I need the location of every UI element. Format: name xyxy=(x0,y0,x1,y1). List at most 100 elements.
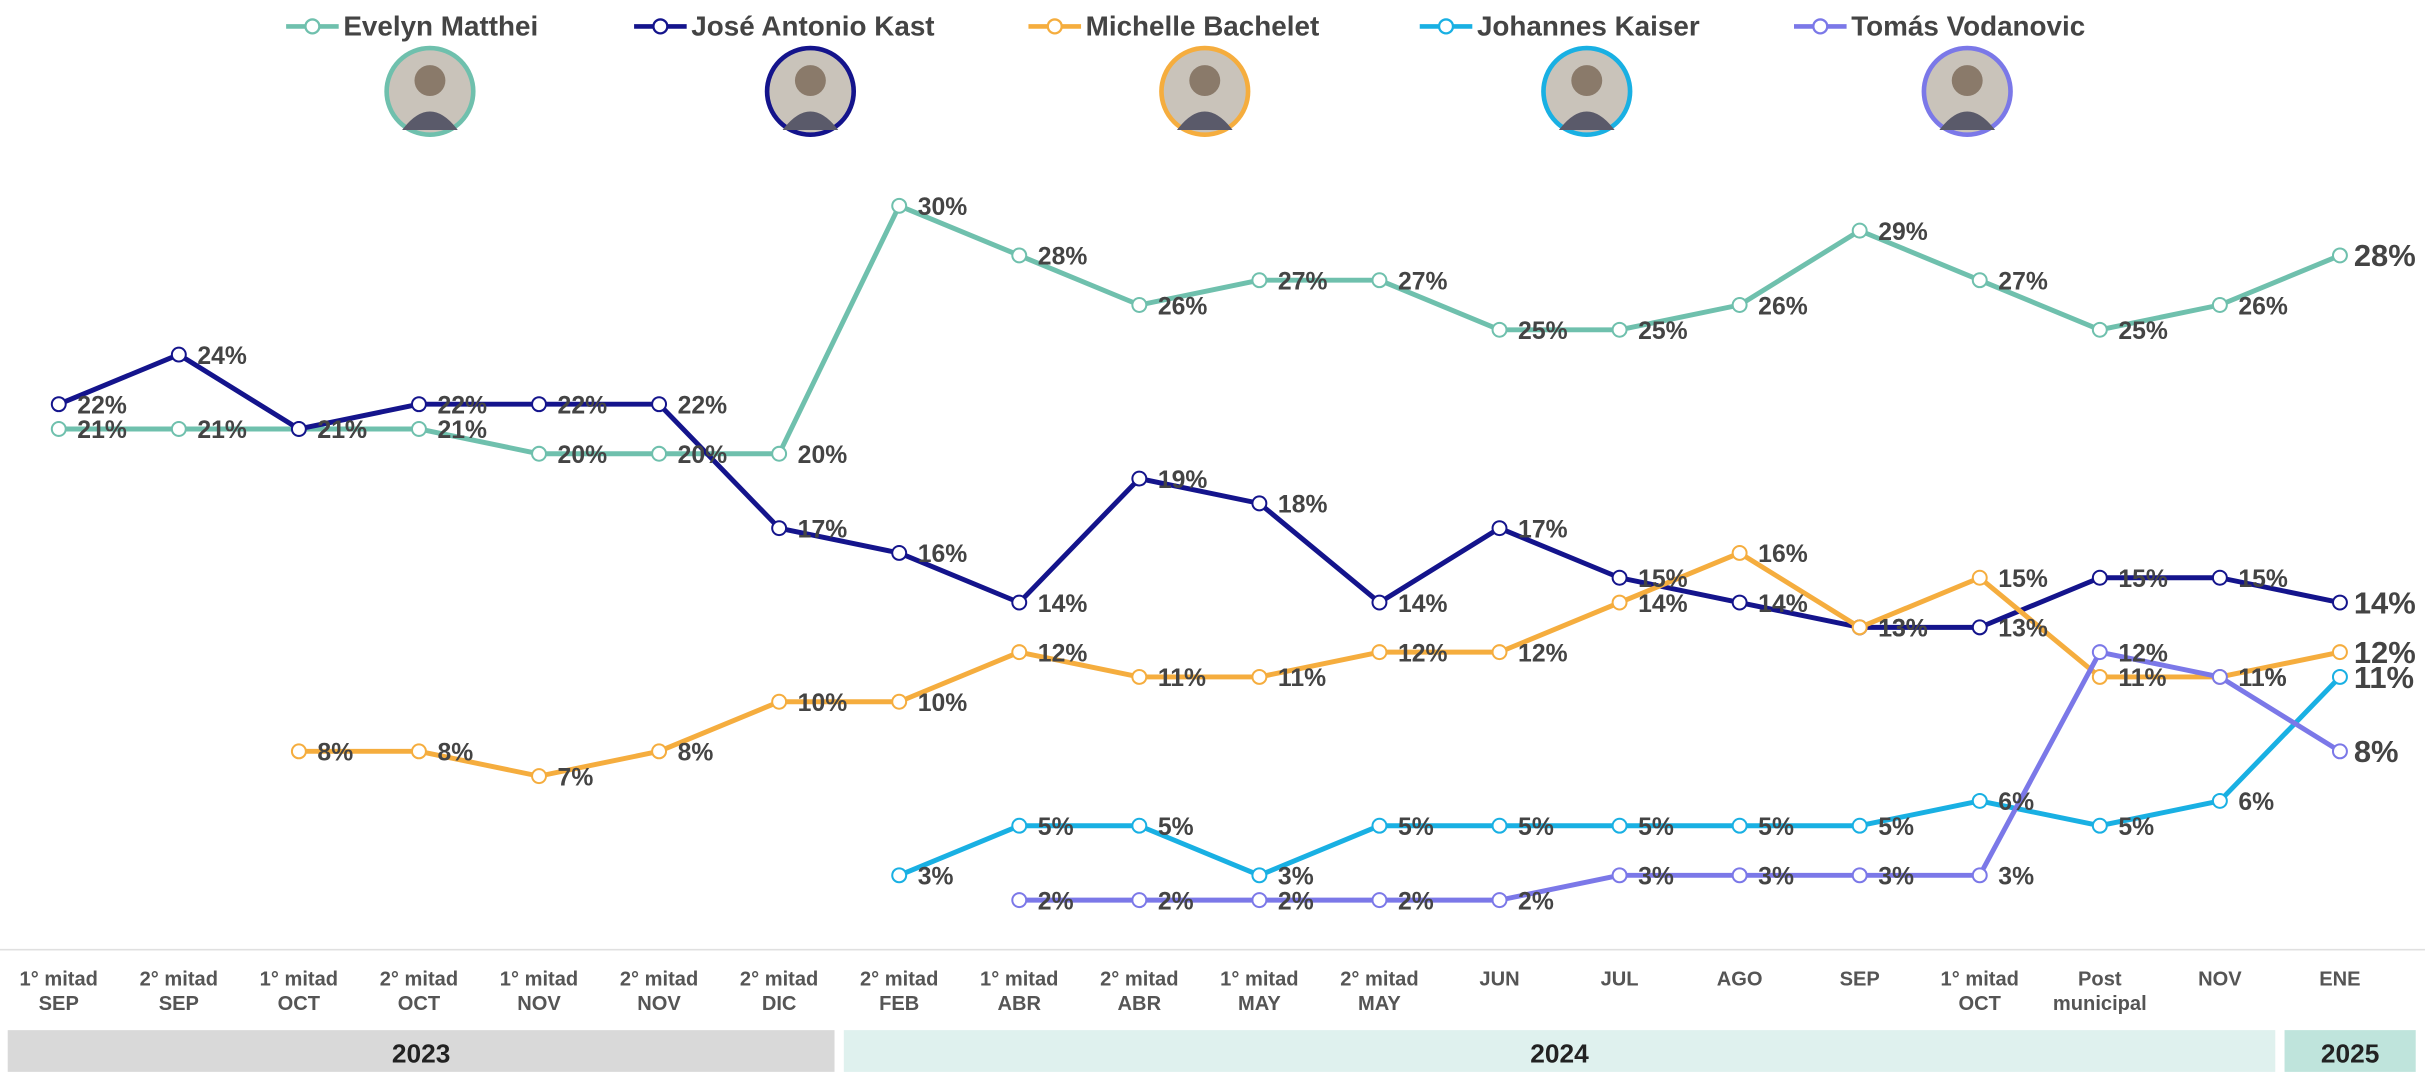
data-label: 30% xyxy=(918,194,968,221)
data-label: 2% xyxy=(1398,888,1434,915)
data-point xyxy=(1851,867,1868,884)
data-point xyxy=(1611,594,1628,611)
legend-item: Tomás Vodanovic xyxy=(1794,11,2085,137)
data-label: 5% xyxy=(2118,814,2154,841)
data-label: 11% xyxy=(2238,665,2286,692)
data-point xyxy=(1491,321,1508,338)
data-label: 2% xyxy=(1518,888,1554,915)
x-tick-label: Post xyxy=(2078,968,2122,990)
data-label: 11% xyxy=(1158,665,1206,692)
x-tick-label: MAY xyxy=(1358,993,1401,1015)
legend-item: José Antonio Kast xyxy=(634,11,935,137)
data-label: 3% xyxy=(1758,864,1794,891)
data-point xyxy=(1011,247,1028,264)
data-point xyxy=(1491,892,1508,909)
data-label: 21% xyxy=(197,417,247,444)
data-label: 21% xyxy=(317,417,367,444)
data-label: 26% xyxy=(1758,293,1808,320)
data-point xyxy=(1971,569,1988,586)
legend-marker xyxy=(1437,18,1455,35)
data-point xyxy=(1371,644,1388,661)
data-label: 15% xyxy=(2238,566,2288,593)
data-label: 21% xyxy=(77,417,127,444)
data-label: 24% xyxy=(197,343,247,370)
data-label: 19% xyxy=(1158,467,1208,494)
data-label: 21% xyxy=(317,417,367,444)
series-line xyxy=(298,550,2341,779)
legend-item: Johannes Kaiser xyxy=(1419,11,1700,137)
data-point xyxy=(771,693,788,710)
data-point xyxy=(290,421,307,437)
data-point xyxy=(1851,619,1868,636)
x-tick-label: SEP xyxy=(39,993,79,1015)
data-label: 11% xyxy=(2118,665,2166,692)
data-point xyxy=(1131,297,1148,313)
data-label: 15% xyxy=(1638,566,1688,593)
data-label: 17% xyxy=(1518,516,1568,543)
data-label: 11% xyxy=(2238,665,2286,692)
data-point xyxy=(891,867,908,884)
data-label: 3% xyxy=(918,864,954,891)
legend-label: José Antonio Kast xyxy=(691,11,934,42)
data-point xyxy=(410,421,427,437)
data-label: 5% xyxy=(1638,814,1674,841)
data-label: 21% xyxy=(438,417,488,444)
data-point xyxy=(1251,272,1268,289)
data-point xyxy=(1491,644,1508,661)
data-point xyxy=(1251,867,1268,884)
x-tick-label: 1° mitad xyxy=(980,968,1058,990)
data-point xyxy=(2211,569,2228,586)
x-tick-label: SEP xyxy=(159,993,199,1015)
data-point xyxy=(170,421,187,437)
data-label: 7% xyxy=(558,764,594,791)
x-tick-label: FEB xyxy=(879,993,919,1015)
x-tick-label: OCT xyxy=(278,993,321,1015)
data-point xyxy=(651,445,668,462)
data-point xyxy=(1011,817,1028,834)
data-label: 14% xyxy=(1638,591,1688,618)
data-point xyxy=(2091,668,2108,685)
photo-head xyxy=(1951,65,1983,97)
data-label: 5% xyxy=(1158,814,1194,841)
data-label: 5% xyxy=(1878,814,1914,841)
data-point xyxy=(1131,892,1148,909)
data-point xyxy=(170,346,187,363)
year-band xyxy=(843,1030,2276,1072)
data-label: 10% xyxy=(918,690,968,717)
legend-label: Michelle Bachelet xyxy=(1086,11,1320,42)
data-point xyxy=(2211,297,2228,313)
x-tick-label: NOV xyxy=(517,993,561,1015)
data-label: 22% xyxy=(77,392,127,419)
data-label: 16% xyxy=(918,541,968,568)
data-point xyxy=(1971,272,1988,289)
data-point xyxy=(410,396,427,413)
data-point xyxy=(1011,594,1028,611)
photo-body xyxy=(402,111,458,131)
data-label: 25% xyxy=(1518,318,1568,345)
data-label: 6% xyxy=(1998,789,2034,816)
data-label: 20% xyxy=(678,442,728,469)
data-point xyxy=(1371,272,1388,289)
data-label: 8% xyxy=(317,740,353,767)
data-label: 26% xyxy=(2238,293,2288,320)
legend-label: Tomás Vodanovic xyxy=(1851,11,2085,42)
data-point xyxy=(1971,792,1988,809)
data-label: 3% xyxy=(1998,864,2034,891)
data-label: 10% xyxy=(798,690,848,717)
x-tick-label: NOV xyxy=(2198,968,2242,990)
data-label: 6% xyxy=(2238,789,2274,816)
data-point xyxy=(1611,867,1628,884)
data-point xyxy=(531,396,547,413)
x-tick-label: 1° mitad xyxy=(1220,968,1298,990)
data-label: 11% xyxy=(1278,665,1326,692)
data-label: 8% xyxy=(678,740,714,767)
data-point xyxy=(1731,594,1748,611)
data-point xyxy=(531,445,547,462)
data-label: 12% xyxy=(1038,640,1088,667)
data-label: 12% xyxy=(1398,640,1448,667)
data-point xyxy=(771,445,788,462)
data-point xyxy=(1851,817,1868,834)
data-label: 13% xyxy=(1878,616,1928,643)
data-point xyxy=(1611,569,1628,586)
data-point xyxy=(1611,817,1628,834)
